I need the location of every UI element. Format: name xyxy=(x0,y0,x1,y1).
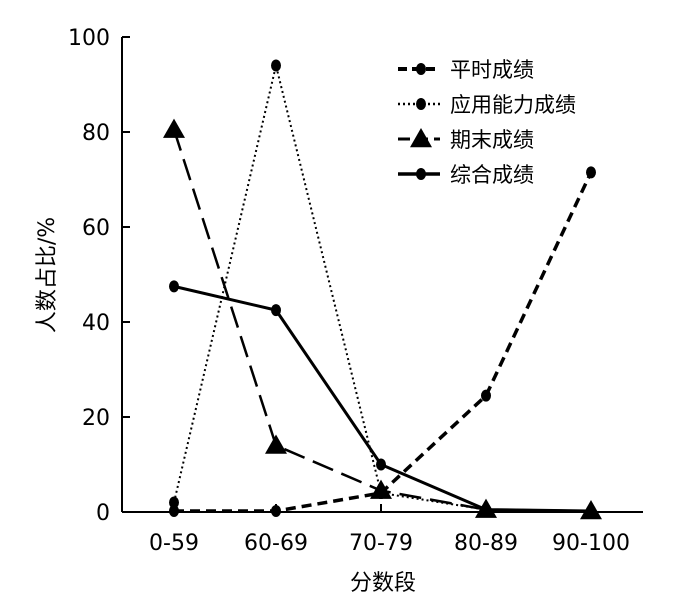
y-tick-label: 100 xyxy=(68,26,110,51)
data-point xyxy=(169,505,179,518)
data-point xyxy=(481,503,491,516)
data-point xyxy=(271,505,281,518)
y-tick-label: 60 xyxy=(82,216,110,241)
series-layer xyxy=(163,59,602,520)
axes: 0 20 40 60 80 100 0-59 60-69 70-79 80-89 90-100 xyxy=(68,26,643,556)
x-tick-label: 70-79 xyxy=(349,531,413,556)
legend-entry: 应用能力成绩 xyxy=(398,93,576,117)
series-4 xyxy=(169,280,596,518)
legend-swatch-marker xyxy=(416,168,426,180)
x-tick-label: 60-69 xyxy=(244,531,308,556)
y-tick-label: 80 xyxy=(82,121,110,146)
legend-label: 期末成绩 xyxy=(450,128,534,152)
y-tick-label: 40 xyxy=(82,311,110,336)
data-point xyxy=(271,304,281,317)
legend-entry: 期末成绩 xyxy=(398,128,534,152)
data-point xyxy=(169,496,179,509)
legend-swatch-marker xyxy=(416,63,426,75)
legend-entry: 平时成绩 xyxy=(398,58,534,82)
x-tick-label: 0-59 xyxy=(149,531,199,556)
x-axis-label: 分数段 xyxy=(350,571,416,596)
data-point xyxy=(271,59,281,72)
y-tick-label: 0 xyxy=(96,501,110,526)
data-point xyxy=(265,434,287,454)
y-tick-label: 20 xyxy=(82,406,110,431)
x-tick-label: 90-100 xyxy=(552,531,630,556)
legend-entry: 综合成绩 xyxy=(398,163,534,187)
series-3 xyxy=(163,118,602,520)
legend-label: 平时成绩 xyxy=(450,58,534,82)
data-point xyxy=(376,458,386,471)
data-point xyxy=(481,389,491,402)
legend-label: 应用能力成绩 xyxy=(450,93,576,117)
data-point xyxy=(586,166,596,179)
data-point xyxy=(370,479,392,499)
data-point xyxy=(169,280,179,293)
legend-swatch-marker xyxy=(410,128,432,148)
x-tick-label: 80-89 xyxy=(454,531,518,556)
data-point xyxy=(163,118,185,138)
data-point xyxy=(586,505,596,518)
legend-swatch-marker xyxy=(416,98,426,110)
legend-label: 综合成绩 xyxy=(450,163,534,187)
y-axis-label: 人数占比/% xyxy=(35,217,60,333)
